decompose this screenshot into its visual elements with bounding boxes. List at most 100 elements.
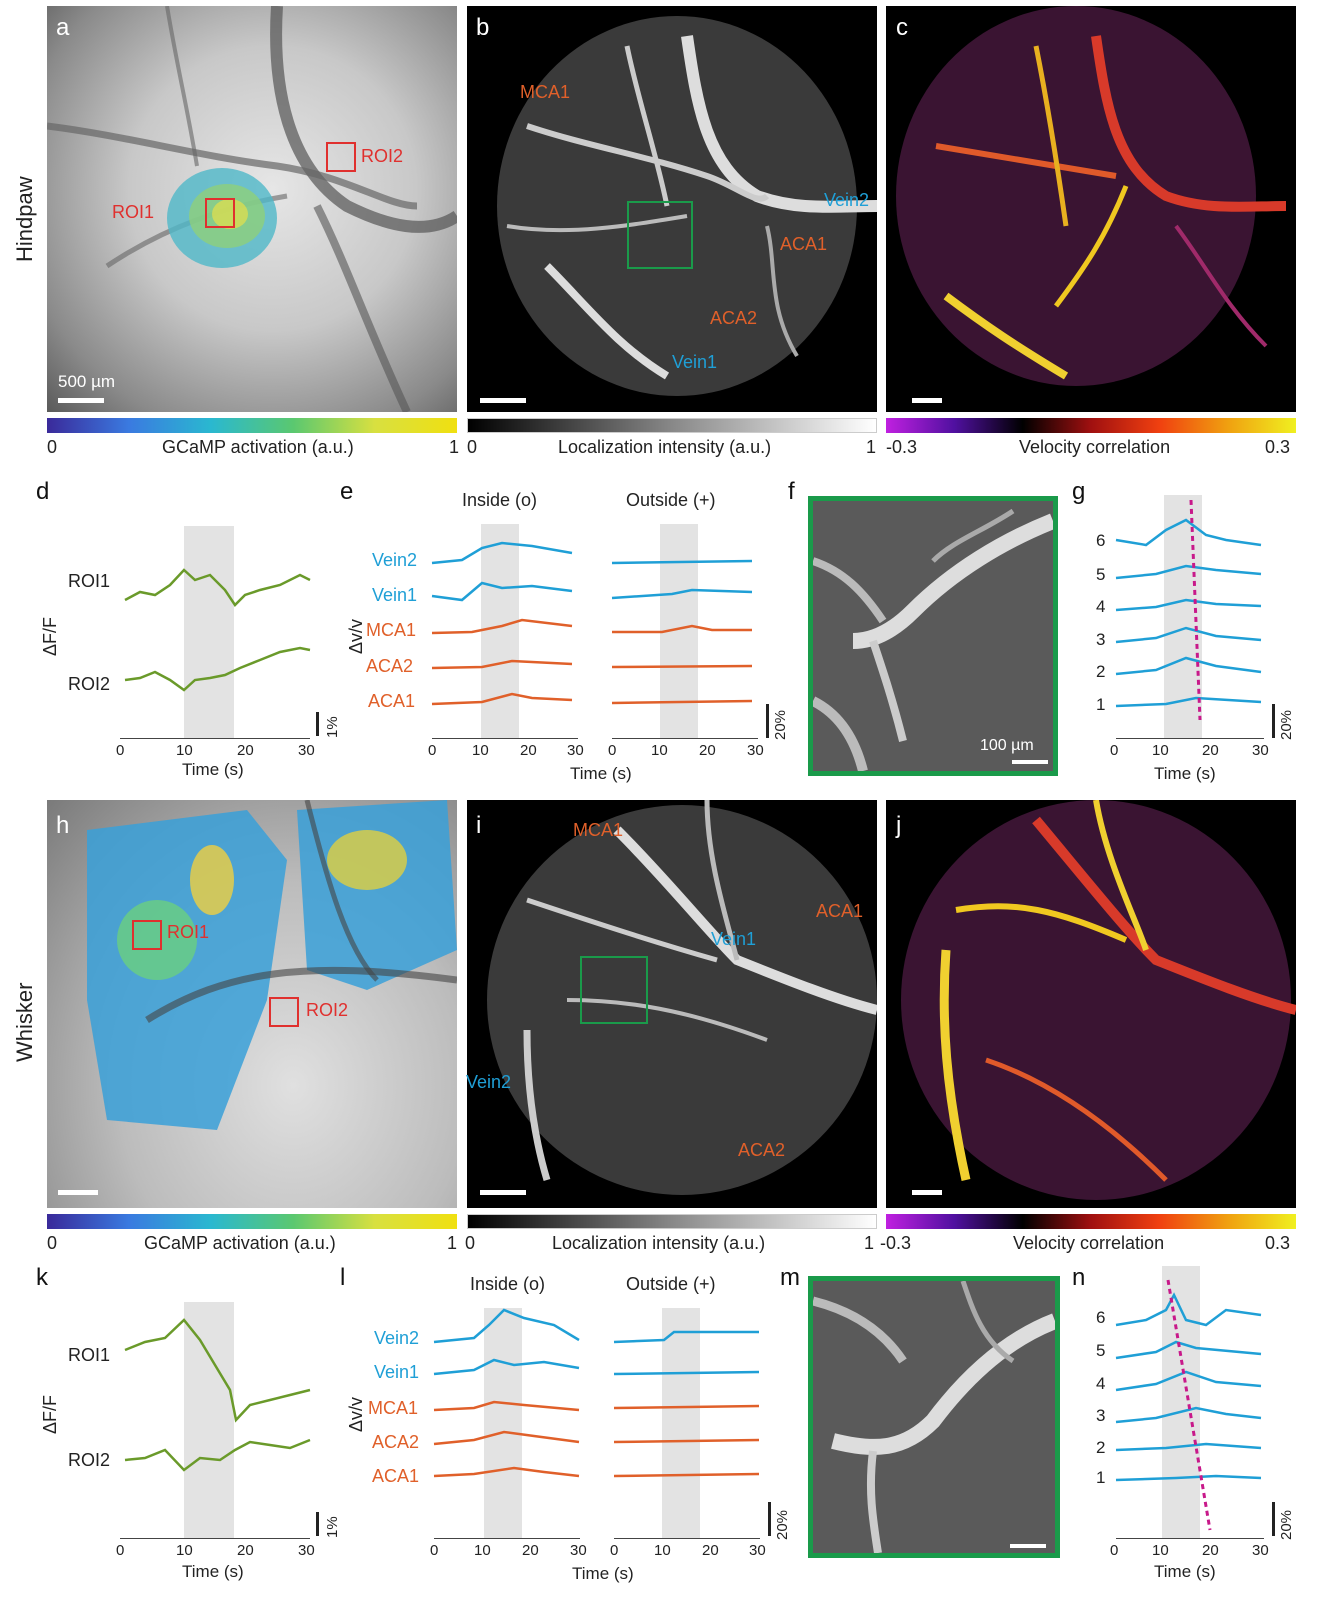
xtick-l-0: 0	[430, 1542, 439, 1559]
trace-n-3	[1115, 1406, 1262, 1424]
panel-d-stim	[184, 526, 234, 738]
xtick-l-10: 10	[474, 1542, 491, 1559]
colorbar-vel-1-label: Velocity correlation	[1019, 437, 1171, 457]
g-label-6: 6	[1096, 531, 1106, 550]
trace-mca1-out	[612, 624, 752, 634]
scale-label-e: 20%	[772, 709, 789, 740]
panel-f-vessels	[813, 508, 1053, 771]
n-label-2: 2	[1096, 1438, 1106, 1457]
colorbar-vel-1-max: 0.3	[1265, 437, 1291, 457]
n-label-4: 4	[1096, 1374, 1106, 1393]
scale-l	[768, 1502, 771, 1536]
panel-a-vessels	[47, 6, 457, 412]
scalebar-label-a: 500 µm	[58, 372, 116, 391]
xtick-g-30: 30	[1252, 742, 1269, 759]
panel-label-b: b	[476, 14, 490, 41]
colorbar-vel-2-label: Velocity correlation	[1013, 1233, 1165, 1253]
colorbar-gcamp-1-min: 0	[47, 437, 58, 457]
panel-c-vessels	[896, 6, 1287, 386]
xtick-l-30: 30	[570, 1542, 587, 1559]
delay-line-g	[1189, 499, 1202, 721]
xtick-k-20: 20	[237, 1542, 254, 1559]
inset-box-b	[627, 201, 693, 269]
trace-aca2-in	[431, 659, 573, 670]
xtick-n-10: 10	[1152, 1542, 1169, 1559]
panel-label-l: l	[340, 1264, 346, 1291]
xlabel-e: Time (s)	[570, 764, 632, 783]
trace-g-3	[1115, 626, 1262, 644]
roi2-box-a	[326, 142, 356, 172]
colorbar-gcamp-1-label: GCaMP activation (a.u.)	[162, 437, 354, 457]
axis-x-k	[120, 1538, 310, 1539]
scale-g	[1272, 704, 1275, 738]
panel-label-j: j	[896, 812, 902, 839]
xtick-g-20: 20	[1202, 742, 1219, 759]
mca1-label-e: MCA1	[366, 620, 417, 640]
panel-label-a: a	[56, 14, 70, 41]
vein2-label-i: Vein2	[466, 1072, 512, 1092]
roi2-label-h: ROI2	[306, 1000, 349, 1020]
colorbar-loc-1-min: 0	[467, 437, 478, 457]
scale-n	[1272, 1502, 1275, 1536]
mca1-label-b: MCA1	[520, 82, 571, 102]
trace-roi2-d	[124, 646, 311, 692]
scalebar-m	[1010, 1544, 1046, 1548]
ylabel-e: Δv/v	[346, 618, 366, 654]
xlabel-d: Time (s)	[182, 760, 244, 779]
panel-m-image	[808, 1276, 1060, 1558]
outside-label-l: Outside (+)	[626, 1274, 716, 1294]
xtick-l2-0: 0	[610, 1542, 619, 1559]
aca1-label-i: ACA1	[816, 901, 864, 921]
trace-n-4	[1115, 1370, 1262, 1392]
panel-label-g: g	[1072, 478, 1086, 505]
trace-aca1-in-l	[433, 1466, 580, 1478]
vein2-label-b: Vein2	[824, 190, 870, 210]
trace-vein1-out	[611, 588, 753, 600]
panel-label-h: h	[56, 812, 70, 839]
inside-label-e: Inside (o)	[462, 490, 538, 510]
scale-label-d: 1%	[324, 716, 341, 738]
scale-label-k: 1%	[324, 1516, 341, 1538]
xlabel-n: Time (s)	[1154, 1562, 1216, 1581]
trace-vein1-out-l	[613, 1370, 760, 1376]
trace-n-2	[1115, 1442, 1262, 1452]
scale-d	[316, 712, 319, 736]
colorbar-loc-2-min: 0	[465, 1233, 476, 1253]
colorbar-gcamp-2-min: 0	[47, 1233, 58, 1253]
colorbar-loc-2	[467, 1214, 877, 1229]
xtick-e2-10: 10	[651, 742, 668, 759]
xtick-l2-20: 20	[702, 1542, 719, 1559]
scale-label-g: 20%	[1278, 709, 1295, 740]
xtick-k-0: 0	[116, 1542, 125, 1559]
trace-aca2-in-l	[433, 1430, 580, 1446]
panel-e-traces	[431, 541, 753, 706]
mca1-label-l: MCA1	[368, 1398, 419, 1418]
aca2-label-i: ACA2	[738, 1140, 786, 1160]
g-label-3: 3	[1096, 630, 1106, 649]
trace-n-5	[1115, 1340, 1262, 1360]
n-label-5: 5	[1096, 1341, 1106, 1360]
colorbar-vel-1-min: -0.3	[886, 437, 918, 457]
panel-label-m: m	[780, 1264, 800, 1291]
trace-aca2-out	[611, 664, 753, 669]
axis-x-d	[120, 738, 310, 739]
trace-mca1-in-l	[433, 1400, 580, 1412]
xlabel-g: Time (s)	[1154, 764, 1216, 783]
xtick-n-20: 20	[1202, 1542, 1219, 1559]
xtick-k-10: 10	[176, 1542, 193, 1559]
scalebar-label-f: 100 µm	[980, 737, 1034, 754]
panel-k-traces	[124, 1318, 311, 1472]
xtick-e2-20: 20	[699, 742, 716, 759]
trace-aca2-out-l	[613, 1438, 760, 1444]
xtick-e2-30: 30	[747, 742, 764, 759]
xtick-e2-0: 0	[608, 742, 617, 759]
aca2-label-l: ACA2	[372, 1432, 420, 1452]
roi2-box-h	[269, 997, 299, 1027]
trace-g-5	[1115, 564, 1262, 580]
colorbar-loc-1-label: Localization intensity (a.u.)	[558, 437, 772, 457]
trace-aca1-out	[611, 699, 753, 705]
panel-j-vessels	[901, 800, 1296, 1200]
g-label-5: 5	[1096, 565, 1106, 584]
panel-c-image	[886, 6, 1296, 412]
panel-h-overlay	[87, 800, 457, 1130]
